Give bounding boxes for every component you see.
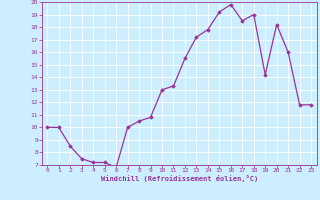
X-axis label: Windchill (Refroidissement éolien,°C): Windchill (Refroidissement éolien,°C) (100, 175, 258, 182)
